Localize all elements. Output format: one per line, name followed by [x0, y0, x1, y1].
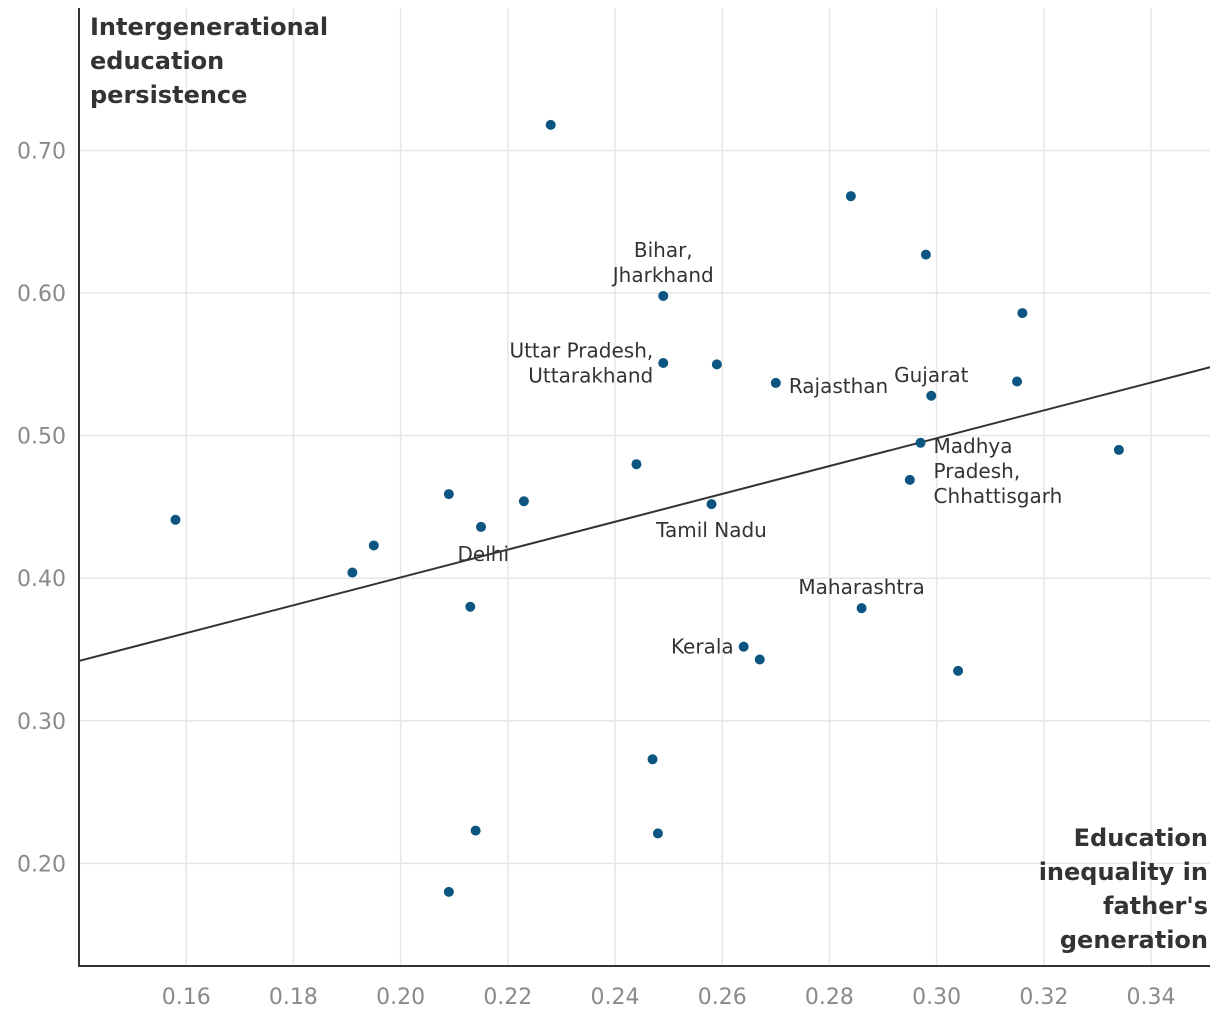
data-point [652, 828, 663, 839]
data-point [347, 567, 358, 578]
x-tick-label: 0.30 [912, 985, 961, 1010]
data-point [465, 601, 476, 612]
data-point [920, 249, 931, 260]
x-tick-label: 0.26 [698, 985, 747, 1010]
data-label: Bihar, Jharkhand [611, 238, 714, 287]
data-point [631, 459, 642, 470]
data-point [926, 390, 937, 401]
data-point [476, 521, 487, 532]
x-axis-title: Education inequality in father's generation [1039, 824, 1208, 954]
data-point [1113, 444, 1124, 455]
x-tick-label: 0.24 [591, 985, 640, 1010]
data-point [1012, 376, 1023, 387]
gridlines [79, 8, 1210, 966]
data-label: Gujarat [894, 363, 968, 387]
data-point [953, 665, 964, 676]
data-label: Kerala [671, 635, 734, 659]
x-tick-label: 0.28 [805, 985, 854, 1010]
data-point [856, 603, 867, 614]
data-point [368, 540, 379, 551]
data-point [443, 886, 454, 897]
data-label: Tamil Nadu [655, 518, 767, 542]
data-point [845, 191, 856, 202]
tick-labels: 0.16 0.18 0.20 0.22 0.24 0.26 0.28 0.30 0.32 0.34… [17, 140, 1176, 1010]
data-label: Madhya Pradesh, Chhattisgarh [934, 434, 1063, 508]
x-tick-label: 0.22 [483, 985, 532, 1010]
x-tick-label: 0.18 [269, 985, 318, 1010]
data-point [545, 119, 556, 130]
data-point [647, 754, 658, 765]
data-point [658, 357, 669, 368]
data-point [1017, 308, 1028, 319]
trend-line [78, 366, 1211, 662]
x-tick-label: 0.16 [162, 985, 211, 1010]
data-point [904, 474, 915, 485]
data-point [738, 641, 749, 652]
y-tick-label: 0.50 [17, 425, 66, 450]
data-label: Uttar Pradesh, Uttarakhand [509, 338, 653, 387]
y-tick-label: 0.20 [17, 852, 66, 877]
data-point [658, 290, 669, 301]
point-labels: Delhi Bihar, Jharkhand Uttar Pradesh, Uttara… [458, 238, 1063, 659]
data-point [754, 654, 765, 665]
y-tick-label: 0.40 [17, 567, 66, 592]
x-tick-label: 0.20 [376, 985, 425, 1010]
data-point [706, 499, 717, 510]
y-axis-title: Intergenerational education persistence [90, 13, 328, 109]
y-tick-label: 0.60 [17, 282, 66, 307]
data-point [443, 489, 454, 500]
data-label: Rajasthan [789, 374, 888, 398]
data-point [915, 437, 926, 448]
x-tick-label: 0.34 [1127, 985, 1176, 1010]
data-point [470, 825, 481, 836]
data-points [170, 119, 1124, 897]
data-point [770, 377, 781, 388]
y-tick-label: 0.70 [17, 140, 66, 165]
data-label: Delhi [458, 542, 510, 566]
data-point [170, 514, 181, 525]
x-tick-label: 0.32 [1019, 985, 1068, 1010]
data-point [518, 496, 529, 507]
data-point [711, 359, 722, 370]
y-tick-label: 0.30 [17, 710, 66, 735]
data-label: Maharashtra [798, 575, 924, 599]
